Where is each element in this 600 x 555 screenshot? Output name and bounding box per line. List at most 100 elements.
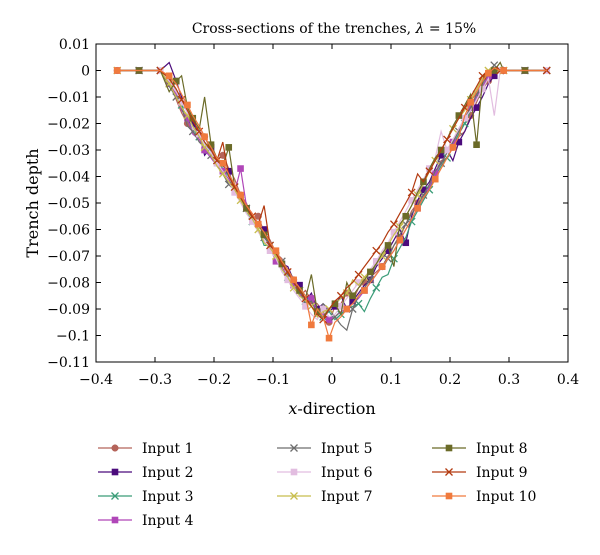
legend-item: Input 9 — [432, 465, 528, 481]
data-point — [266, 241, 275, 250]
data-point — [479, 85, 486, 93]
legend-label: Input 8 — [476, 441, 528, 457]
y-tick-label: −0.11 — [47, 355, 90, 371]
data-point — [490, 72, 498, 80]
y-tick-label: −0.03 — [47, 143, 90, 159]
data-point — [284, 276, 292, 284]
data-point — [254, 220, 262, 228]
data-point — [290, 281, 297, 289]
data-point — [336, 291, 345, 300]
chart-title: Cross-sections of the trenches, λ = 15% — [192, 21, 476, 37]
x-tick-label: −0.4 — [79, 372, 113, 388]
y-tick-label: −0.06 — [47, 223, 90, 239]
legend-item: Input 10 — [432, 489, 536, 505]
legend-item: Input 1 — [98, 441, 194, 457]
data-point — [384, 242, 392, 249]
data-point — [384, 247, 392, 254]
legend-item: Input 4 — [98, 513, 194, 529]
legend-marker — [111, 444, 119, 452]
data-point — [354, 270, 363, 279]
data-point — [467, 99, 474, 106]
y-tick-label: −0.09 — [47, 302, 90, 318]
legend-label: Input 2 — [142, 465, 194, 481]
data-point — [260, 226, 268, 233]
data-point — [325, 316, 333, 323]
data-point — [455, 138, 463, 146]
data-point — [260, 231, 268, 239]
legend-marker — [445, 444, 453, 452]
x-tick-label: 0.2 — [439, 372, 461, 388]
legend-marker — [290, 444, 298, 452]
legend-label: Input 4 — [142, 513, 194, 529]
series-line — [117, 67, 547, 321]
data-point — [378, 263, 386, 270]
data-point — [308, 295, 315, 302]
data-point — [431, 175, 439, 183]
data-point — [266, 247, 274, 254]
data-point — [249, 218, 256, 225]
legend-marker — [111, 468, 119, 476]
series-line — [117, 69, 547, 318]
legend-label: Input 5 — [321, 441, 373, 457]
data-point — [290, 276, 297, 284]
data-point — [189, 114, 197, 122]
data-point — [296, 281, 303, 289]
legend-label: Input 6 — [321, 465, 373, 481]
data-point — [402, 212, 410, 220]
data-point — [372, 258, 380, 265]
y-tick-label: −0.01 — [47, 90, 90, 106]
data-point — [349, 292, 356, 300]
series-10 — [113, 67, 547, 342]
data-point — [212, 156, 221, 165]
legend-marker — [111, 492, 119, 500]
data-point — [272, 258, 280, 265]
x-tick-label: −0.3 — [138, 372, 172, 388]
data-point — [165, 72, 173, 80]
data-point — [207, 141, 215, 148]
x-tick-label: −0.1 — [256, 372, 290, 388]
data-point — [308, 321, 315, 329]
legend-marker — [445, 492, 453, 500]
y-axis-label: Trench depth — [23, 148, 42, 257]
data-point — [443, 146, 451, 154]
legend-marker — [111, 516, 119, 524]
data-point — [449, 144, 457, 151]
series-line — [117, 69, 547, 321]
data-point — [272, 247, 280, 254]
data-point — [408, 197, 415, 204]
data-point — [213, 159, 221, 167]
data-point — [425, 167, 434, 176]
data-point — [218, 169, 227, 178]
y-tick-label: −0.02 — [47, 117, 90, 133]
data-point — [331, 300, 339, 307]
plot-area — [113, 61, 551, 342]
data-point — [319, 315, 328, 324]
data-point — [419, 191, 428, 200]
x-tick-label: 0 — [328, 372, 337, 388]
y-tick-label: 0.01 — [59, 37, 90, 53]
y-tick-label: −0.07 — [47, 249, 90, 265]
data-point — [325, 334, 333, 342]
data-point — [237, 191, 244, 199]
y-tick-label: −0.08 — [47, 276, 90, 292]
y-tick-label: −0.04 — [47, 170, 90, 186]
data-point — [420, 186, 427, 194]
legend-item: Input 2 — [98, 465, 194, 481]
data-point — [184, 101, 191, 109]
data-point — [431, 170, 439, 178]
data-point — [414, 205, 421, 212]
data-point — [437, 152, 445, 159]
data-point — [407, 188, 416, 197]
data-point — [195, 130, 203, 138]
data-point — [237, 165, 244, 172]
x-tick-label: −0.2 — [197, 372, 231, 388]
series-line — [117, 67, 547, 341]
data-point — [437, 159, 446, 168]
x-tick-label: 0.4 — [557, 372, 579, 388]
data-point — [366, 275, 375, 284]
data-point — [361, 287, 368, 294]
data-point — [360, 273, 369, 282]
data-point — [343, 305, 351, 313]
